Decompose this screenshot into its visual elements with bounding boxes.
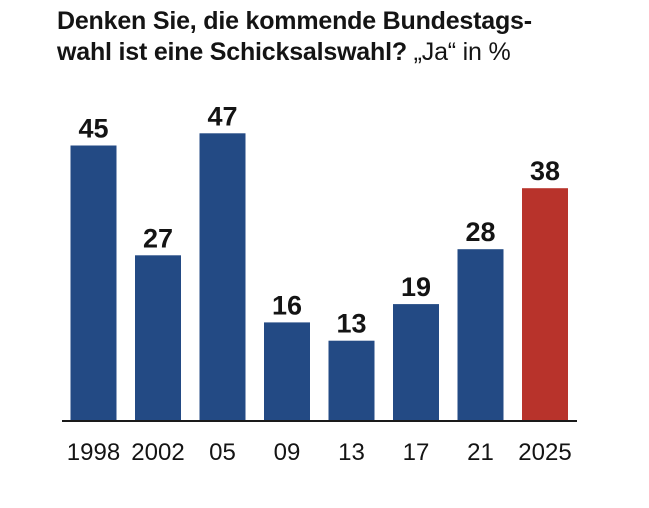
value-label-2002: 27 [143,223,173,253]
chart-title-line-2: wahl ist eine Schicksalswahl? „Ja“ in % [57,37,637,68]
bar-21 [457,249,504,420]
value-label-1998: 45 [78,114,108,144]
bar-2002 [135,255,181,420]
bar-17 [393,304,439,420]
value-label-09: 16 [272,290,302,320]
tick-label-05: 05 [209,439,236,466]
tick-label-2025: 2025 [518,439,571,466]
bar-05 [199,133,246,421]
value-label-13: 13 [336,309,366,339]
bar-group [70,133,568,421]
tick-label-13: 13 [338,439,365,466]
tick-label-09: 09 [274,439,301,466]
tick-label-1998: 1998 [67,439,120,466]
bar-13 [328,340,375,420]
tick-label-2002: 2002 [131,439,184,466]
bar-09 [264,322,310,420]
value-label-21: 28 [465,217,495,247]
value-label-group: 45 27 47 16 13 19 28 38 [78,101,560,338]
bar-1998 [70,145,117,420]
tick-label-group: 1998 2002 05 09 13 17 21 2025 [67,439,572,466]
value-label-05: 47 [207,101,237,131]
tick-label-21: 21 [467,439,494,466]
chart-title: Denken Sie, die kommende Bundestags- wah… [57,6,637,68]
bar-2025 [522,188,568,420]
chart-title-line-1: Denken Sie, die kommende Bundestags- [57,7,532,35]
tick-label-17: 17 [403,439,430,466]
value-label-2025: 38 [530,156,560,186]
chart-title-question: wahl ist eine Schicksalswahl? [57,38,407,66]
chart-title-unit: „Ja“ in % [413,38,511,66]
value-label-17: 19 [401,272,431,302]
